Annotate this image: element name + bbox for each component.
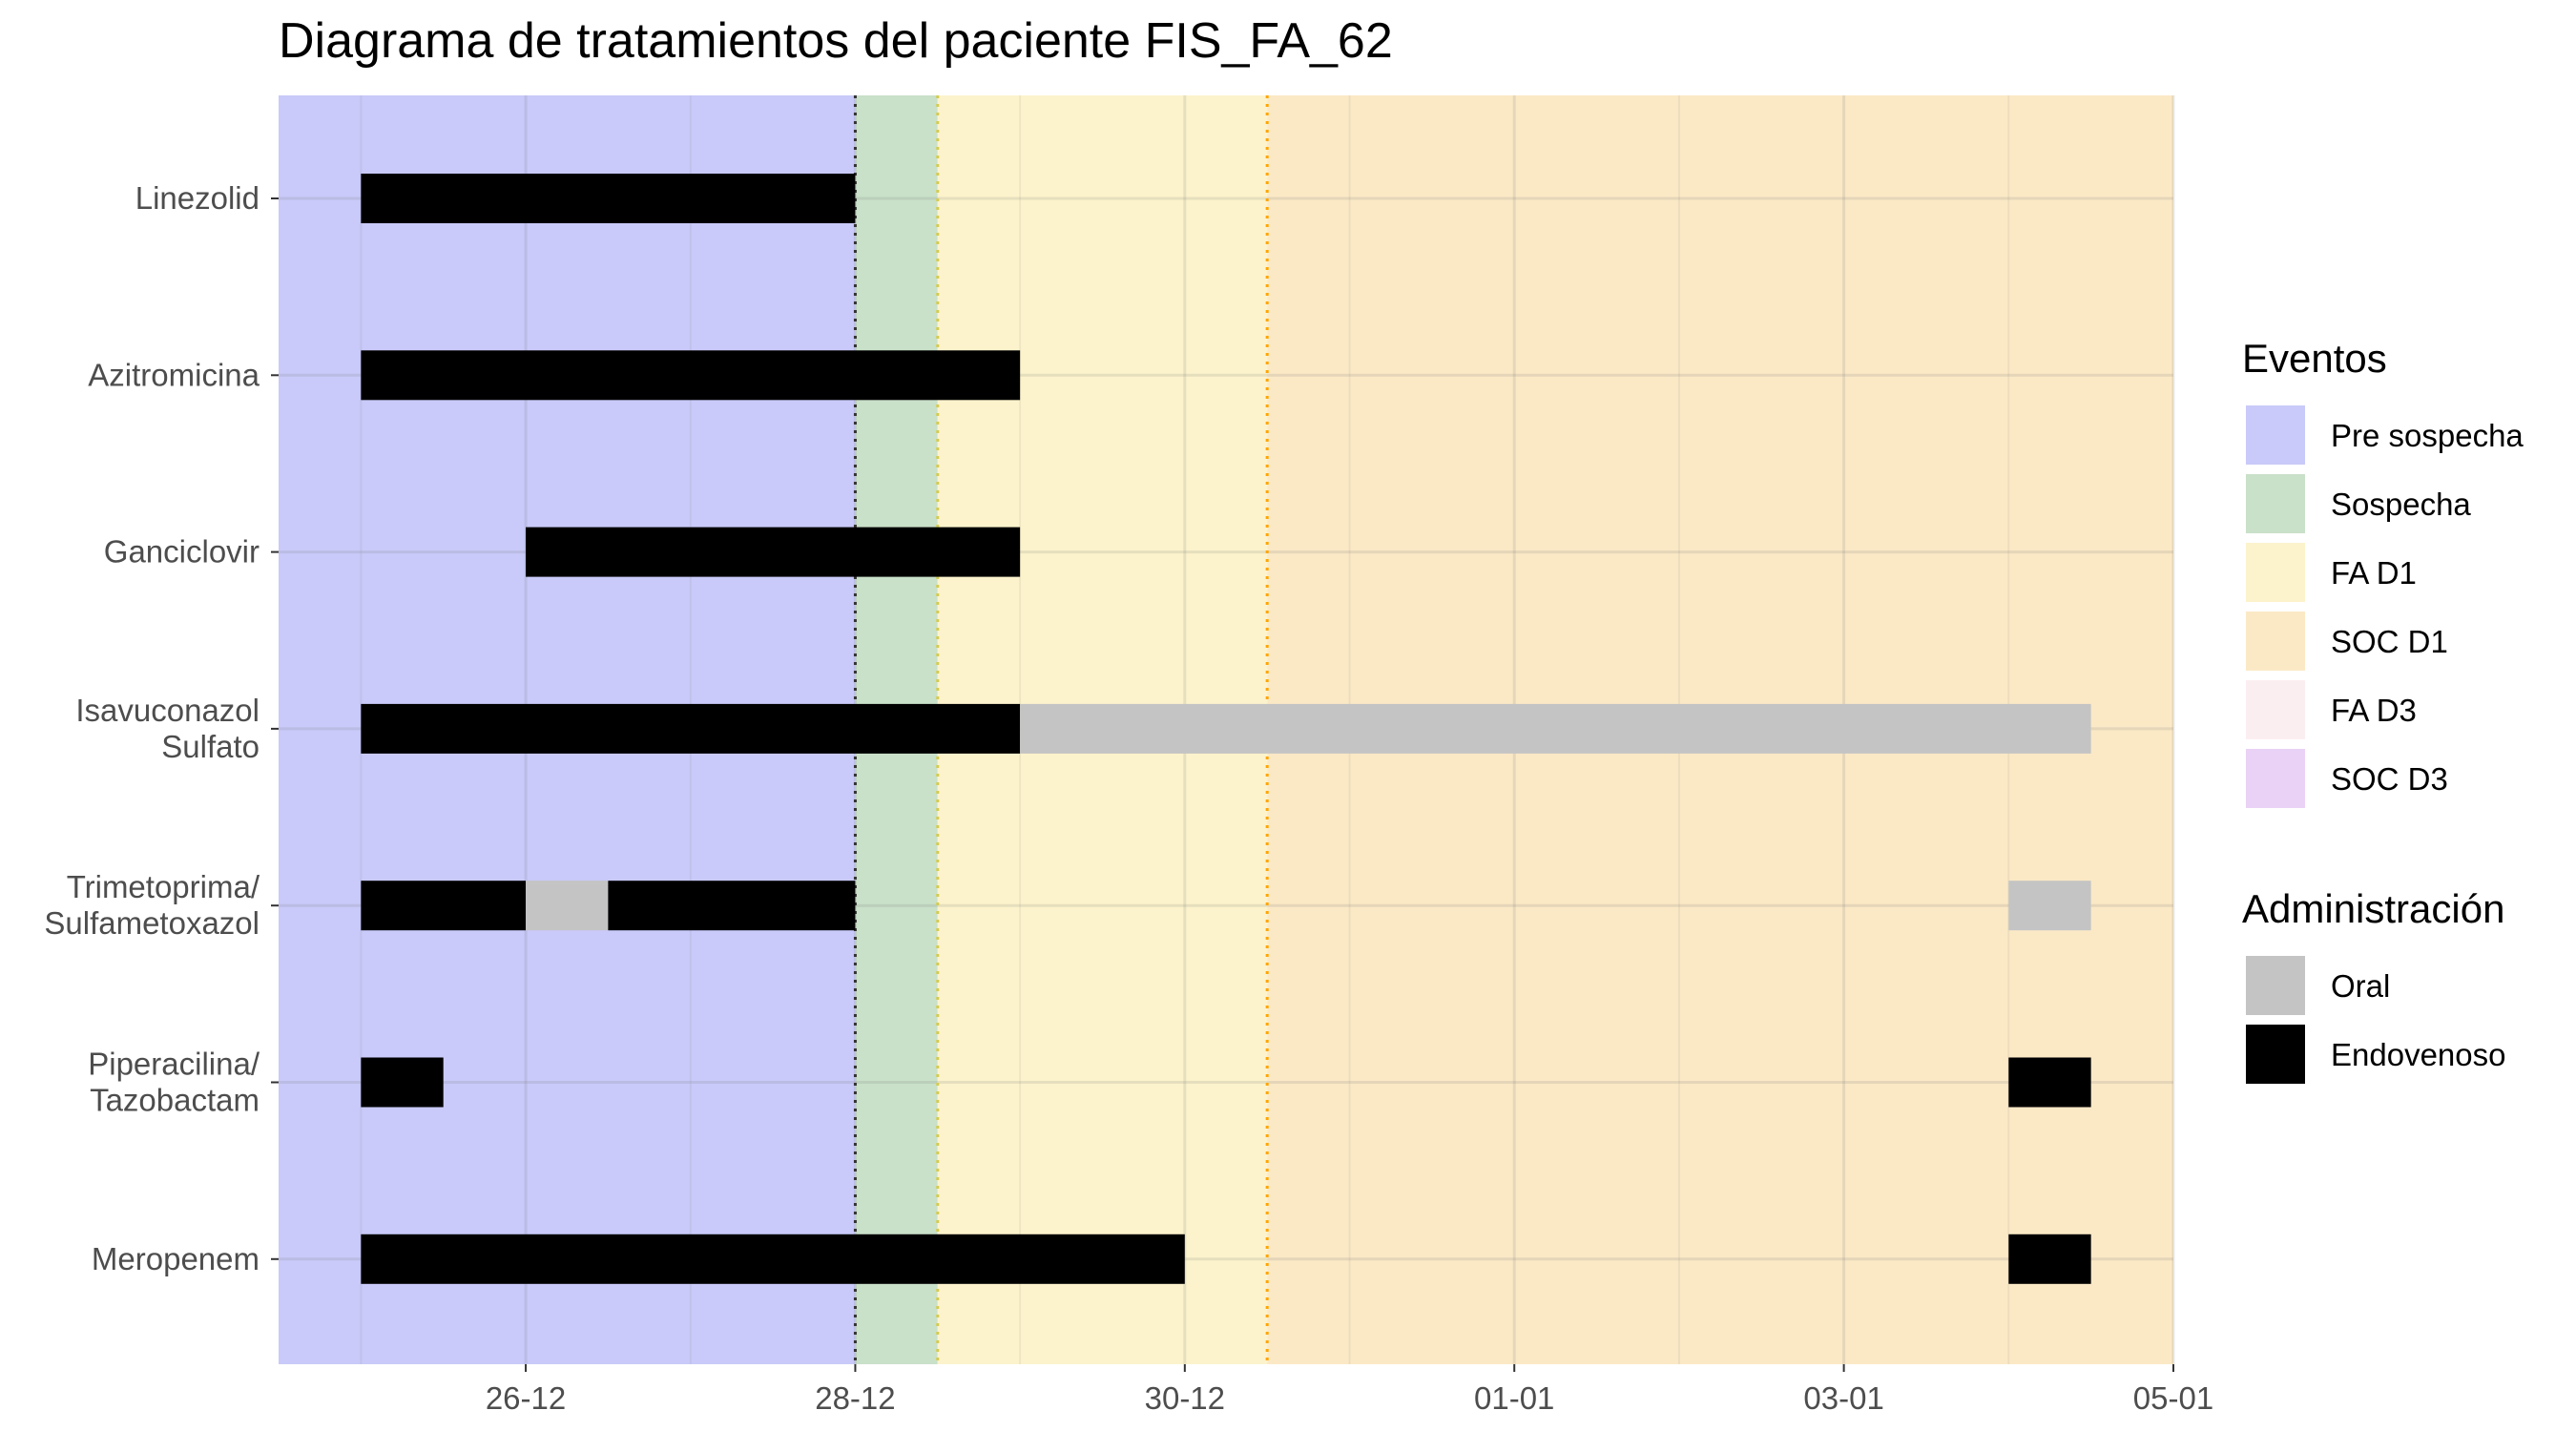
y-tick-label-line: Isavuconazol bbox=[75, 693, 260, 728]
y-tick-label-line: Piperacilina/ bbox=[88, 1047, 260, 1082]
bar-isavuconazol-sulfato-endovenoso bbox=[361, 703, 1021, 754]
x-tick-label: 05-01 bbox=[2133, 1380, 2213, 1416]
legend-key-fa-d1 bbox=[2246, 543, 2305, 602]
legend-label-fa-d3: FA D3 bbox=[2331, 693, 2417, 728]
treatment-bars bbox=[361, 174, 2091, 1284]
y-tick-label-line: Meropenem bbox=[92, 1241, 260, 1276]
legend-label-soc-d3: SOC D3 bbox=[2331, 761, 2448, 797]
legend: Eventos Pre sospecha Sospecha FA D1 SOC D1 FA… bbox=[2242, 336, 2524, 1084]
legend-key-soc-d3 bbox=[2246, 749, 2305, 808]
x-tick-label: 30-12 bbox=[1145, 1380, 1225, 1416]
bar-trimetoprima-sulfametoxazol-oral bbox=[2008, 881, 2091, 931]
legend-key-sospecha bbox=[2246, 474, 2305, 533]
x-tick-label: 26-12 bbox=[486, 1380, 566, 1416]
bar-ganciclovir-endovenoso bbox=[526, 527, 1021, 577]
y-tick-label-line: Ganciclovir bbox=[104, 534, 260, 570]
y-tick-label-linezolid: Linezolid bbox=[135, 180, 260, 216]
legend-label-endovenoso: Endovenoso bbox=[2331, 1037, 2505, 1072]
event-lines bbox=[853, 95, 1269, 1364]
y-tick-label-line: Azitromicina bbox=[88, 357, 260, 392]
legend-title-eventos: Eventos bbox=[2242, 336, 2387, 381]
legend-key-oral bbox=[2246, 956, 2305, 1015]
legend-label-oral: Oral bbox=[2331, 968, 2390, 1004]
y-tick-label-line: Tazobactam bbox=[90, 1083, 260, 1118]
bar-isavuconazol-sulfato-oral bbox=[1020, 703, 2091, 754]
x-tick-label: 01-01 bbox=[1474, 1380, 1554, 1416]
bar-trimetoprima-sulfametoxazol-oral bbox=[526, 881, 609, 931]
y-tick-label-piperacilina-tazobactam: Piperacilina/Tazobactam bbox=[88, 1047, 260, 1118]
x-tick-label: 28-12 bbox=[815, 1380, 895, 1416]
bar-meropenem-endovenoso bbox=[2008, 1234, 2091, 1284]
bar-trimetoprima-sulfametoxazol-endovenoso bbox=[608, 881, 856, 931]
x-axis-labels: 26-12 28-12 30-12 01-01 03-01 05-01 bbox=[486, 1364, 2213, 1416]
y-tick-label-line: Sulfametoxazol bbox=[44, 905, 260, 941]
x-tick-label: 03-01 bbox=[1803, 1380, 1883, 1416]
y-tick-label-ganciclovir: Ganciclovir bbox=[104, 534, 260, 570]
legend-key-fa-d3 bbox=[2246, 680, 2305, 739]
legend-label-fa-d1: FA D1 bbox=[2331, 555, 2417, 591]
y-axis-labels: Linezolid Azitromicina Ganciclovir Isavucon… bbox=[44, 180, 279, 1276]
legend-key-pre-sospecha bbox=[2246, 405, 2305, 465]
y-tick-label-trimetoprima-sulfametoxazol: Trimetoprima/Sulfametoxazol bbox=[44, 869, 260, 941]
y-tick-label-line: Trimetoprima/ bbox=[67, 869, 260, 904]
y-tick-label-isavuconazol-sulfato: Isavuconazol Sulfato bbox=[75, 693, 260, 764]
legend-key-soc-d1 bbox=[2246, 612, 2305, 671]
y-tick-label-line: Linezolid bbox=[135, 180, 260, 216]
bar-azitromicina-endovenoso bbox=[361, 350, 1021, 401]
legend-title-administracion: Administración bbox=[2242, 886, 2504, 931]
legend-key-endovenoso bbox=[2246, 1025, 2305, 1084]
bar-piperacilina-tazobactam-endovenoso bbox=[2008, 1057, 2091, 1108]
legend-label-soc-d1: SOC D1 bbox=[2331, 624, 2448, 659]
chart-title: Diagrama de tratamientos del paciente FI… bbox=[279, 13, 1393, 69]
y-tick-label-meropenem: Meropenem bbox=[92, 1241, 260, 1276]
bar-trimetoprima-sulfametoxazol-endovenoso bbox=[361, 881, 527, 931]
legend-label-sospecha: Sospecha bbox=[2331, 487, 2471, 522]
y-tick-label-line: Sulfato bbox=[161, 729, 260, 764]
bar-meropenem-endovenoso bbox=[361, 1234, 1185, 1284]
legend-label-pre-sospecha: Pre sospecha bbox=[2331, 418, 2524, 453]
bar-piperacilina-tazobactam-endovenoso bbox=[361, 1057, 444, 1108]
y-tick-label-azitromicina: Azitromicina bbox=[88, 357, 260, 392]
bar-linezolid-endovenoso bbox=[361, 174, 856, 223]
